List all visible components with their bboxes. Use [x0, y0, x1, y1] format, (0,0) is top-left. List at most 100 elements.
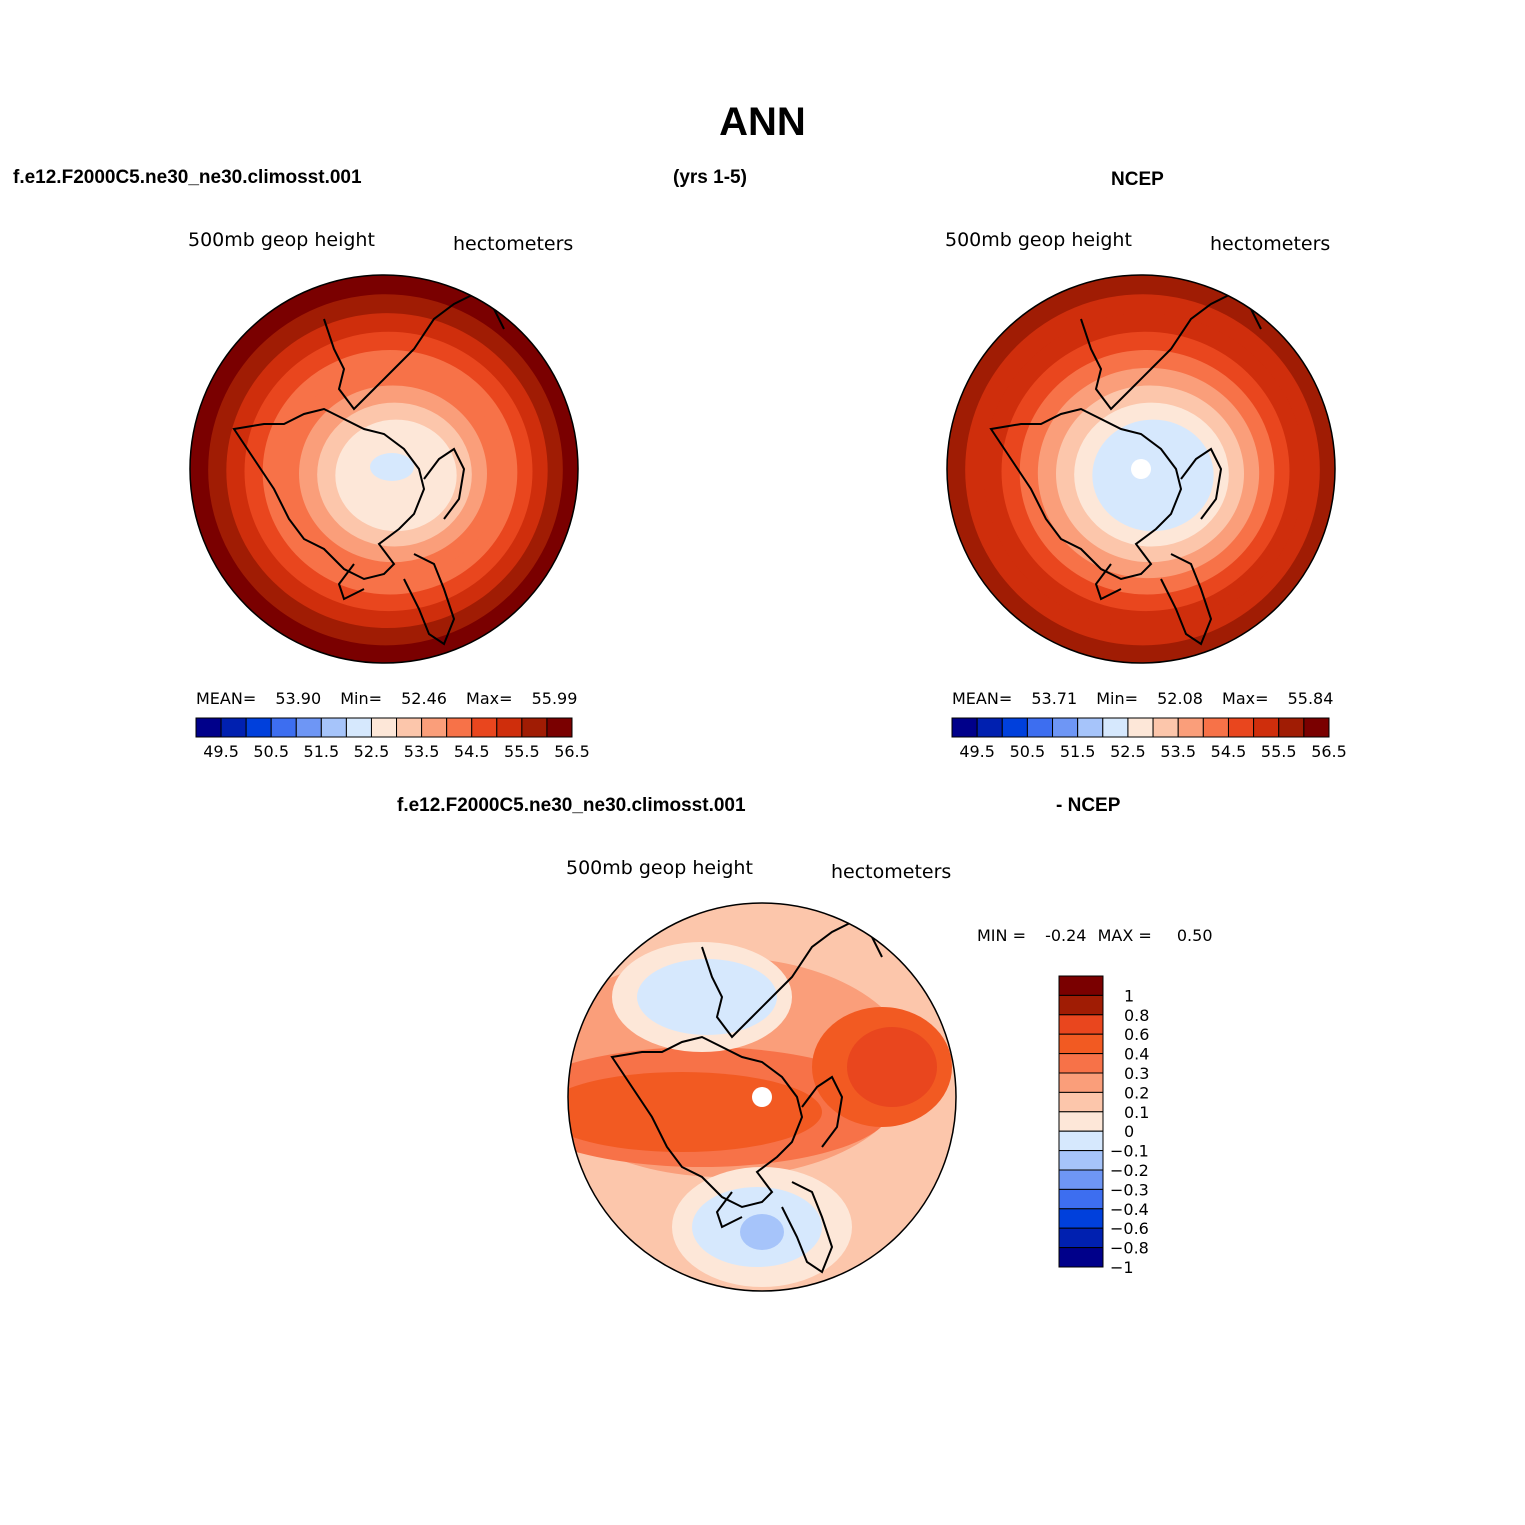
map2-units-label: hectometers	[1210, 233, 1331, 255]
colorbar-label: 56.5	[554, 742, 590, 761]
map2-colorbar: 49.5 50.5 51.5 52.5 53.5 54.5 55.5 56.5	[951, 717, 1347, 761]
colorbar-label: −1	[1110, 1258, 1134, 1277]
map3-colorbar: 10.80.60.40.30.20.10−0.1−0.2−0.3−0.4−0.6…	[1058, 975, 1149, 1277]
map3-max-label: MAX =	[1097, 926, 1152, 945]
colorbar-box	[1227, 717, 1255, 738]
map1-max-label: Max=	[466, 689, 513, 708]
map-field	[568, 903, 956, 1291]
colorbar-box	[1058, 1227, 1104, 1249]
map2-min-label: Min=	[1096, 689, 1139, 708]
colorbar-label: 56.5	[1311, 742, 1347, 761]
minimum-patch	[370, 453, 414, 481]
colorbar-box	[951, 717, 978, 738]
colorbar-box	[245, 717, 272, 738]
map-boundary	[189, 274, 579, 664]
difference-header-case: f.e12.F2000C5.ne30_ne30.climosst.001	[397, 795, 746, 816]
map3-min-value: -0.24	[1045, 926, 1087, 945]
colorbar-label: −0.4	[1110, 1200, 1149, 1219]
colorbar-box	[446, 717, 473, 738]
colorbar-box	[1058, 994, 1104, 1016]
colorbar-box	[1152, 717, 1179, 738]
map3-max-value: 0.50	[1176, 926, 1213, 945]
colorbar-label: 51.5	[1060, 742, 1096, 761]
colorbar-box	[1058, 975, 1104, 996]
colorbar-box	[1253, 717, 1280, 738]
colorbar-box	[1058, 1014, 1104, 1035]
colorbar-label: 0.4	[1124, 1045, 1149, 1064]
reference-header: NCEP	[1111, 169, 1164, 190]
colorbar-box	[1058, 1091, 1104, 1113]
page-title: ANN	[719, 100, 806, 144]
colorbar-box	[220, 717, 247, 738]
colorbar-box	[496, 717, 523, 738]
colorbar-label: −0.2	[1110, 1161, 1149, 1180]
map2-max-value: 55.84	[1287, 689, 1334, 708]
colorbar-box	[1202, 717, 1229, 738]
colorbar-box	[1058, 1150, 1104, 1171]
difference-header-ref: - NCEP	[1056, 795, 1121, 816]
colorbar-box	[976, 717, 1003, 738]
map2-min-value: 52.08	[1157, 689, 1203, 708]
colorbar-label: 51.5	[304, 742, 340, 761]
map1-mean-label: MEAN=	[196, 689, 257, 708]
map1-colorbar: 49.5 50.5 51.5 52.5 53.5 54.5 55.5 56.5	[195, 717, 590, 761]
colorbar-label: 0.8	[1124, 1006, 1149, 1025]
colorbar-box	[396, 717, 423, 738]
pole-marker	[1131, 459, 1151, 479]
colorbar-box	[270, 717, 297, 738]
colorbar-label: 49.5	[959, 742, 995, 761]
colorbar-box	[471, 717, 498, 738]
map-boundary	[567, 902, 957, 1292]
colorbar-box	[1058, 1247, 1104, 1268]
colorbar-box	[546, 717, 573, 738]
colorbar-label: −0.8	[1110, 1239, 1149, 1258]
coastline	[989, 292, 1262, 646]
colorbar-label: 52.5	[354, 742, 390, 761]
colorbar-label: 1	[1124, 986, 1134, 1005]
colorbar-box	[295, 717, 322, 738]
map3-difference	[567, 902, 957, 1292]
colorbar-box	[1077, 717, 1104, 738]
map2-stats: MEAN= 53.71 Min= 52.08 Max= 55.84	[952, 689, 1333, 708]
colorbar-box	[421, 717, 448, 738]
colorbar-box	[1058, 1169, 1104, 1190]
colorbar-label: 0.6	[1124, 1025, 1149, 1044]
map3-min-label: MIN =	[977, 926, 1026, 945]
pole-marker	[752, 1087, 772, 1107]
colorbar-label: 55.5	[1261, 742, 1297, 761]
colorbar-box	[345, 717, 372, 738]
colorbar-box	[1303, 717, 1330, 738]
colorbar-box	[1058, 1033, 1104, 1055]
colorbar-box	[1058, 1072, 1104, 1093]
map3-stats: MIN = -0.24 MAX = 0.50	[977, 926, 1213, 945]
minimum-patch	[740, 1214, 784, 1250]
colorbar-box	[1058, 1130, 1104, 1152]
map1-variable-label: 500mb geop height	[188, 229, 375, 251]
colorbar-label: −0.6	[1110, 1219, 1149, 1238]
colorbar-label: 54.5	[1211, 742, 1247, 761]
colorbar-box	[1058, 1111, 1104, 1132]
map-field	[190, 275, 578, 663]
colorbar-label: 50.5	[1010, 742, 1046, 761]
colorbar-label: 0.3	[1124, 1064, 1149, 1083]
colorbar-box	[1001, 717, 1028, 738]
coastline	[232, 292, 505, 646]
colorbar-box	[521, 717, 548, 738]
colorbar-box	[320, 717, 347, 738]
map3-variable-label: 500mb geop height	[566, 857, 753, 879]
map1-max-value: 55.99	[531, 689, 578, 708]
case-name-header: f.e12.F2000C5.ne30_ne30.climosst.001	[13, 167, 362, 188]
colorbar-label: 0.2	[1124, 1083, 1149, 1102]
map1-stats: MEAN= 53.90 Min= 52.46 Max= 55.99	[196, 689, 577, 708]
coastline	[610, 920, 883, 1274]
colorbar-label: 0	[1124, 1122, 1134, 1141]
colorbar-label: 53.5	[1160, 742, 1196, 761]
colorbar-label: 52.5	[1110, 742, 1146, 761]
colorbar-label: −0.1	[1110, 1142, 1149, 1161]
map-boundary	[946, 274, 1336, 664]
colorbar-label: −0.3	[1110, 1180, 1149, 1199]
map2-variable-label: 500mb geop height	[945, 229, 1132, 251]
colorbar-box	[195, 717, 222, 738]
map1-units-label: hectometers	[453, 233, 574, 255]
